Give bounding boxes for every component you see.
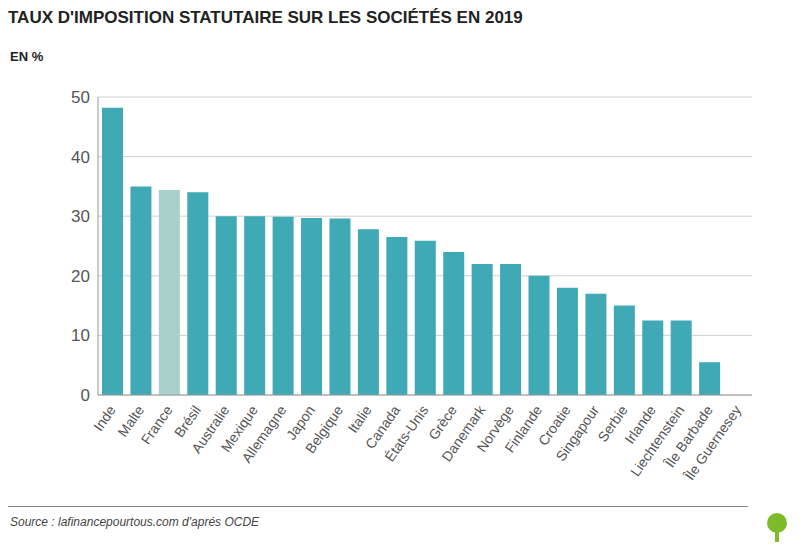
svg-text:Canada: Canada [361,402,404,452]
svg-text:20: 20 [71,267,90,286]
svg-text:Irlande: Irlande [621,402,659,447]
svg-text:Italie: Italie [344,402,375,436]
svg-text:États-Unis: États-Unis [381,402,432,465]
svg-text:Japon: Japon [282,402,318,443]
html-text:TAUX D'IMPOSITION STATUTAIRE S: TAUX D'IMPOSITION STATUTAIRE SUR LES SOC… [8,8,523,27]
svg-text:Singapour: Singapour [552,402,603,464]
svg-text:Allemagne: Allemagne [238,402,290,466]
svg-text:Grèce: Grèce [425,402,460,443]
html-text:EN %: EN % [10,49,44,64]
svg-text:30: 30 [71,207,90,226]
svg-text:Île Guernesey: Île Guernesey [681,402,745,483]
html-text:Source : lafinancepourtous.com: Source : lafinancepourtous.com d'aprés O… [10,515,260,529]
svg-text:Serbie: Serbie [594,402,631,445]
svg-text:Norvège: Norvège [473,402,517,455]
svg-text:Inde: Inde [90,402,119,434]
svg-text:0: 0 [81,386,90,405]
svg-text:Danemark: Danemark [438,402,489,465]
svg-text:Finlande: Finlande [501,402,545,455]
svg-text:Mexique: Mexique [217,402,261,455]
svg-text:Île Barbade: Île Barbade [661,402,716,471]
svg-text:Australie: Australie [188,402,233,457]
svg-text:Malte: Malte [114,402,148,440]
svg-text:40: 40 [71,148,90,167]
svg-text:Liechtenstein: Liechtenstein [627,402,688,480]
svg-text:10: 10 [71,326,90,345]
svg-text:France: France [138,402,176,447]
svg-text:50: 50 [71,88,90,107]
svg-text:Brésil: Brésil [170,402,205,441]
svg-text:Belgique: Belgique [302,402,346,456]
svg-text:Croatie: Croatie [534,402,574,449]
